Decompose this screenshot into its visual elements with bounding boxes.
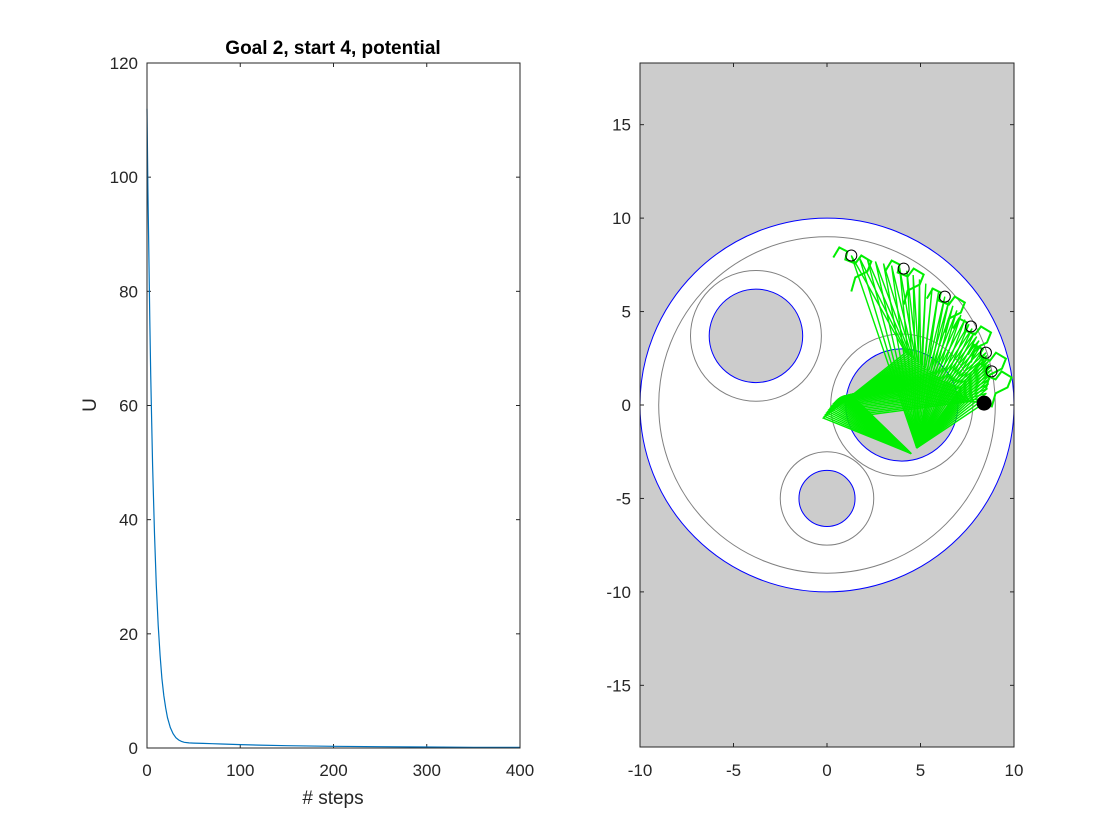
potential-series-line xyxy=(146,108,521,748)
y-tick-label: 0 xyxy=(129,739,138,758)
gripper-outline xyxy=(832,246,873,292)
arm-link-segment xyxy=(821,255,918,455)
y-tick-label: 5 xyxy=(622,303,631,322)
y-tick-label: -5 xyxy=(616,489,631,508)
end-effector-marker xyxy=(976,395,992,411)
end-effector-marker xyxy=(845,249,858,262)
y-tick-label: 60 xyxy=(119,397,138,416)
x-tick-label: 0 xyxy=(822,761,831,780)
end-effector-marker xyxy=(964,320,977,333)
obstacle-circle xyxy=(798,469,856,527)
x-axis-label: # steps xyxy=(302,788,363,809)
arm-link-segment xyxy=(833,283,927,455)
arm-link-segment xyxy=(866,400,986,455)
y-tick-label: 40 xyxy=(119,511,138,530)
end-effector-marker xyxy=(985,365,998,378)
y-tick-label: 80 xyxy=(119,282,138,301)
obstacle-influence-circle xyxy=(779,451,875,546)
gripper-outline xyxy=(972,362,1013,408)
x-tick-label: 5 xyxy=(916,761,925,780)
x-tick-label: 200 xyxy=(319,761,347,780)
arm-link-segment xyxy=(840,310,958,455)
potential-plot-frame xyxy=(146,62,521,749)
x-tick-label: 100 xyxy=(226,761,254,780)
arm-link-segment xyxy=(824,259,918,455)
arm-link-segment xyxy=(839,305,954,455)
workspace-plot: -10 -5 0 5 10 -15 -10 -5 0 5 10 15 xyxy=(606,62,1024,780)
y-tick-label: 20 xyxy=(119,625,138,644)
x-tick-label: -10 xyxy=(628,761,653,780)
end-effector-marker xyxy=(979,346,992,359)
workspace-plot-frame xyxy=(639,62,1015,748)
obstacle-circle xyxy=(708,288,804,384)
y-tick-label: 100 xyxy=(110,168,138,187)
potential-plot-area xyxy=(147,63,520,748)
arm-link-segment xyxy=(829,270,919,455)
arm-link-segment xyxy=(825,261,918,455)
workspace-influence-circle xyxy=(658,236,996,574)
end-effector-marker xyxy=(938,290,951,303)
y-tick-label: -15 xyxy=(606,676,631,695)
gripper-outline xyxy=(952,317,993,363)
end-effector-marker xyxy=(897,262,910,275)
x-tick-label: 400 xyxy=(506,761,534,780)
gripper-outline xyxy=(925,287,967,333)
y-axis-label: U xyxy=(80,398,101,412)
gripper-outline xyxy=(884,259,925,305)
potential-plot: Goal 2, start 4, potential 0 100 200 300 400… xyxy=(80,38,534,809)
obstacle-influence-circle xyxy=(689,269,822,402)
y-tick-label: 0 xyxy=(622,396,631,415)
y-tick-label: 120 xyxy=(110,54,138,73)
arm-link-segment xyxy=(827,265,918,455)
potential-plot-title: Goal 2, start 4, potential xyxy=(225,38,440,59)
arm-link-segment xyxy=(835,292,940,455)
arm-link-segment xyxy=(831,274,920,455)
arm-link-segment xyxy=(834,287,933,455)
y-tick-label: 10 xyxy=(612,209,631,228)
y-tick-label: 15 xyxy=(612,116,631,135)
x-tick-label: 10 xyxy=(1005,761,1024,780)
arm-link-segment xyxy=(832,279,922,455)
gripper-outline xyxy=(967,343,1008,389)
x-tick-label: 0 xyxy=(142,761,151,780)
x-tick-label: -5 xyxy=(726,761,741,780)
y-tick-label: -10 xyxy=(606,583,631,602)
x-tick-label: 300 xyxy=(413,761,441,780)
